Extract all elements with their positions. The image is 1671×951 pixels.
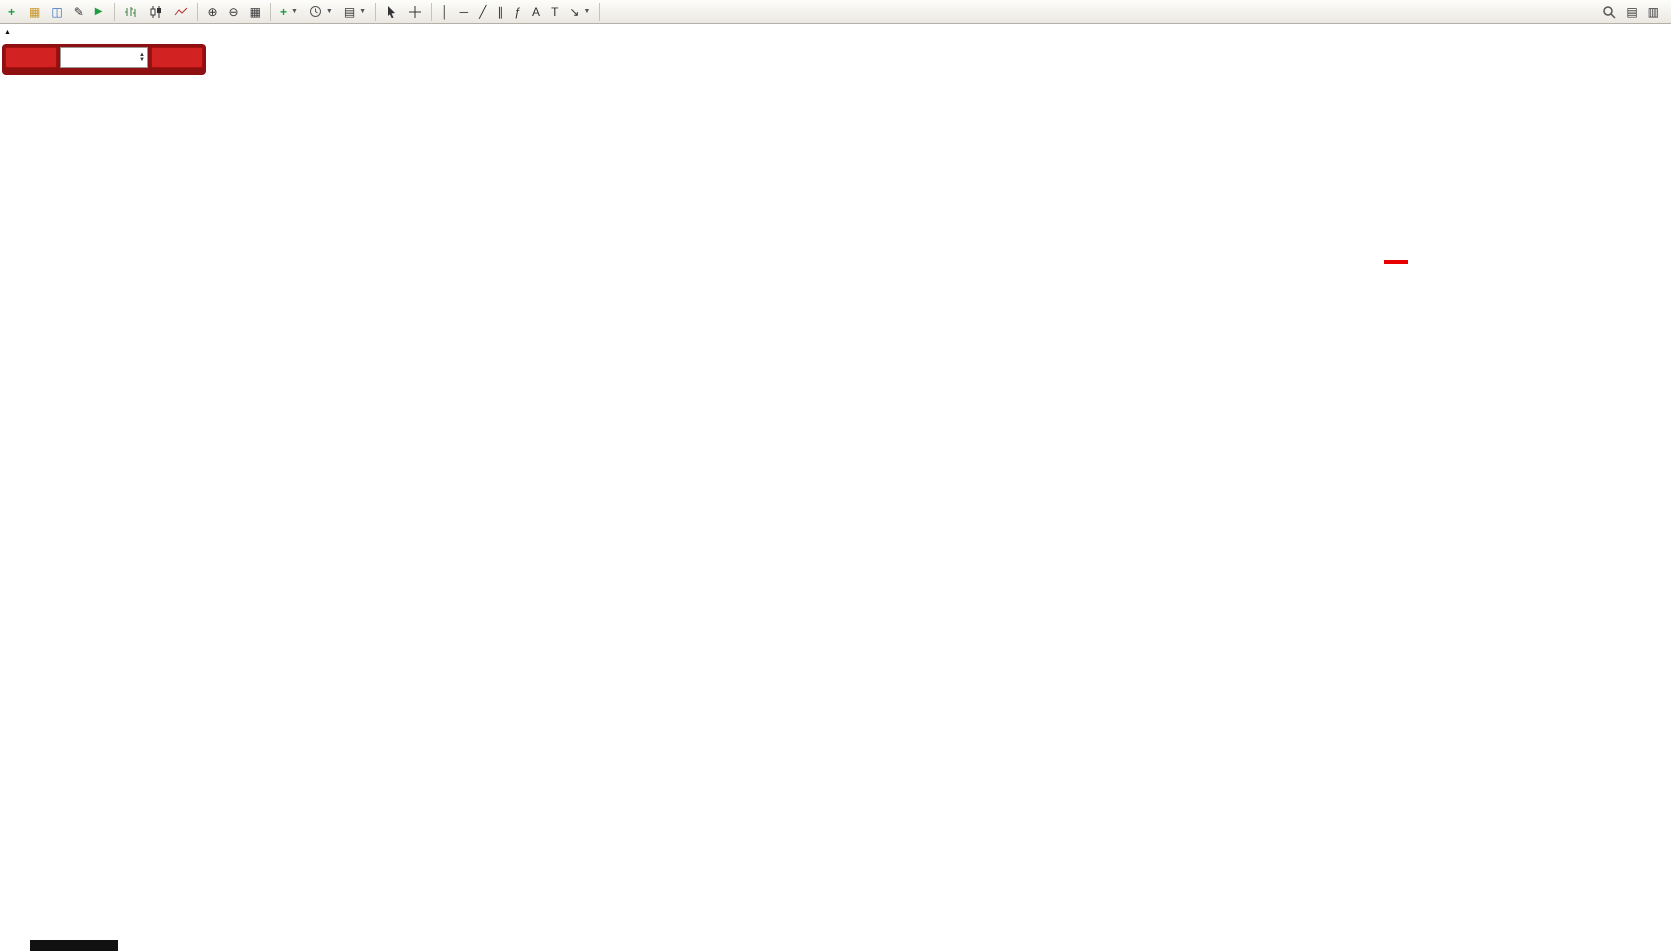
tile-windows-icon: ▦ [249,4,261,19]
vertical-line-button[interactable]: │ [436,2,454,22]
buy-button[interactable] [151,47,203,68]
fibonacci-icon: ƒ [514,4,522,19]
bar-chart-button[interactable] [119,2,143,22]
horizontal-line-button[interactable]: ─ [455,2,474,22]
cursor-button[interactable] [380,2,402,22]
toolbar-separator [431,2,433,21]
trade-buttons-row: ▲ ▼ [5,47,203,68]
trade-prices-row [5,68,203,72]
templates-icon: ▤ [343,4,356,19]
arrow-icon: ↘ [569,4,580,19]
channel-icon: ∥ [497,4,504,19]
new-order-button[interactable]: + [3,2,23,22]
arrows-button[interactable]: ↘ ▼ [564,2,595,22]
crosshair-button[interactable] [403,2,427,22]
zoom-out-button[interactable]: ⊖ [224,2,244,22]
line-chart-button[interactable] [169,2,193,22]
fibonacci-button[interactable]: ƒ [509,2,526,22]
main-toolbar: + ▦ ◫ ✎ ▶ ⊕ ⊖ ▦ + ▼ ▼ ▤ ▼ │ ─ ╱ ∥ ƒ A T ↘ ▼… [0,0,1671,24]
search-icon [1603,5,1616,19]
new-chart-button[interactable]: ▦ [24,2,45,22]
text-label-icon: T [551,4,559,19]
symbol-collapse-icon[interactable]: ▲ [4,29,11,36]
toolbar-separator [599,2,601,21]
volume-increase-icon[interactable]: ▲ [139,51,145,58]
profiles-button[interactable]: ◫ [46,2,67,22]
window-tile-icon: ▥ [1647,4,1659,19]
clock-icon [309,6,321,17]
new-chart-icon: ▦ [29,4,41,19]
periods-button[interactable]: ▼ [304,2,338,22]
trendline-button[interactable]: ╱ [474,2,491,22]
horizontal-line-icon: ─ [459,4,469,19]
profiles-icon: ◫ [51,4,63,19]
metaeditor-button[interactable]: ✎ [69,2,89,22]
indicators-icon: + [279,4,287,19]
toolbar-separator [269,2,271,21]
chevron-down-icon: ▼ [359,8,367,15]
toolbar-right-group: ▤ ▥ [1597,2,1664,22]
metaeditor-icon: ✎ [73,4,84,19]
volume-stepper[interactable]: ▲ ▼ [60,47,148,68]
window-cascade-icon: ▤ [1626,4,1638,19]
volume-spin-buttons[interactable]: ▲ ▼ [137,51,147,63]
sell-button[interactable] [5,47,57,68]
crosshair-icon [409,5,422,18]
templates-button[interactable]: ▤ ▼ [339,2,371,22]
chevron-down-icon: ▼ [290,8,298,15]
search-button[interactable] [1597,2,1621,22]
candlestick-chart-button[interactable] [144,2,168,22]
price-callout-label [1384,260,1408,264]
toolbar-separator [197,2,199,21]
autotrading-button[interactable]: ▶ [90,2,111,22]
autotrading-play-icon: ▶ [94,5,103,17]
volume-decrease-icon[interactable]: ▼ [139,56,145,63]
text-icon: A [532,4,541,19]
zoom-out-icon: ⊖ [228,4,239,19]
window-cascade-button[interactable]: ▤ [1621,2,1642,22]
chart-symbol-title: ▲ [4,29,19,36]
toolbar-separator [114,2,116,21]
cursor-icon [388,5,396,18]
tile-windows-button[interactable]: ▦ [245,2,266,22]
indicators-button[interactable]: + ▼ [275,2,303,22]
one-click-trading-panel: ▲ ▼ [2,44,206,75]
toolbar-separator [375,2,377,21]
taskbar-fragment [30,940,118,951]
zoom-in-button[interactable]: ⊕ [202,2,222,22]
vertical-line-icon: │ [441,4,449,19]
window-tile-button[interactable]: ▥ [1643,2,1664,22]
candlestick-chart-icon [150,5,162,18]
channel-button[interactable]: ∥ [492,2,508,22]
bar-chart-icon [125,6,136,17]
text-label-button[interactable]: T [546,2,563,22]
zoom-in-icon: ⊕ [207,4,218,19]
chevron-down-icon: ▼ [325,8,333,15]
trendline-icon: ╱ [479,4,487,19]
text-button[interactable]: A [527,2,545,22]
chevron-down-icon: ▼ [583,8,591,15]
new-order-icon: + [8,4,16,19]
line-chart-icon [175,7,188,15]
